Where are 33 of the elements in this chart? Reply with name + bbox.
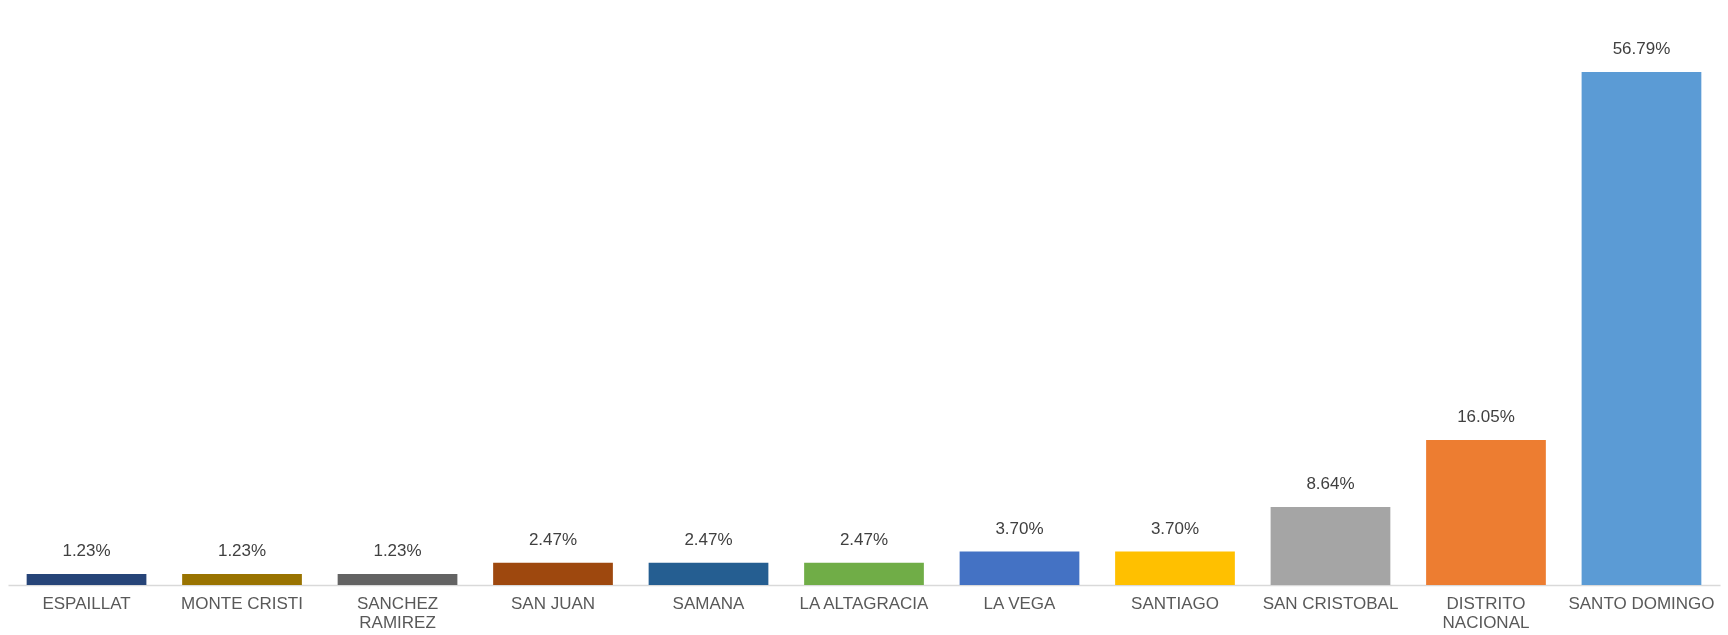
x-tick-label: LA VEGA — [983, 593, 1057, 613]
data-label: 2.47% — [684, 529, 733, 549]
data-label: 1.23% — [62, 540, 111, 560]
bar — [1581, 72, 1702, 585]
x-tick-label: SANCHEZ RAMIREZ — [356, 593, 439, 632]
bar — [182, 573, 302, 585]
bar — [493, 562, 613, 585]
x-tick-label: MONTE CRISTI — [181, 593, 303, 613]
data-label: 2.47% — [528, 529, 578, 549]
x-tick-label: LA ALTAGRACIA — [799, 593, 930, 613]
data-label: 1.23% — [217, 540, 267, 560]
data-label: 56.79% — [1612, 39, 1671, 58]
data-label: 8.64% — [1306, 473, 1355, 493]
bar — [26, 573, 147, 585]
bar — [1115, 551, 1235, 585]
data-label: 16.05% — [1457, 407, 1515, 427]
x-tick-label: SANTO DOMINGO — [1568, 593, 1715, 613]
data-label: 2.47% — [839, 529, 889, 549]
data-label: 1.23% — [373, 540, 422, 560]
x-tick-label: SAMANA — [672, 593, 746, 613]
x-tick-label: DISTRITO NACIONAL — [1442, 593, 1530, 632]
data-label: 3.70% — [1150, 518, 1200, 538]
data-label: 3.70% — [995, 518, 1044, 538]
x-tick-label: SAN CRISTOBAL — [1262, 593, 1399, 613]
bar — [804, 562, 924, 585]
bar — [959, 551, 1080, 585]
x-tick-label: SANTIAGO — [1131, 593, 1219, 613]
bar — [1270, 506, 1391, 585]
x-tick-label: ESPAILLAT — [42, 593, 131, 613]
bar — [648, 562, 769, 585]
bar — [1426, 440, 1546, 585]
x-tick-label: SAN JUAN — [510, 593, 596, 613]
bar — [337, 573, 458, 585]
